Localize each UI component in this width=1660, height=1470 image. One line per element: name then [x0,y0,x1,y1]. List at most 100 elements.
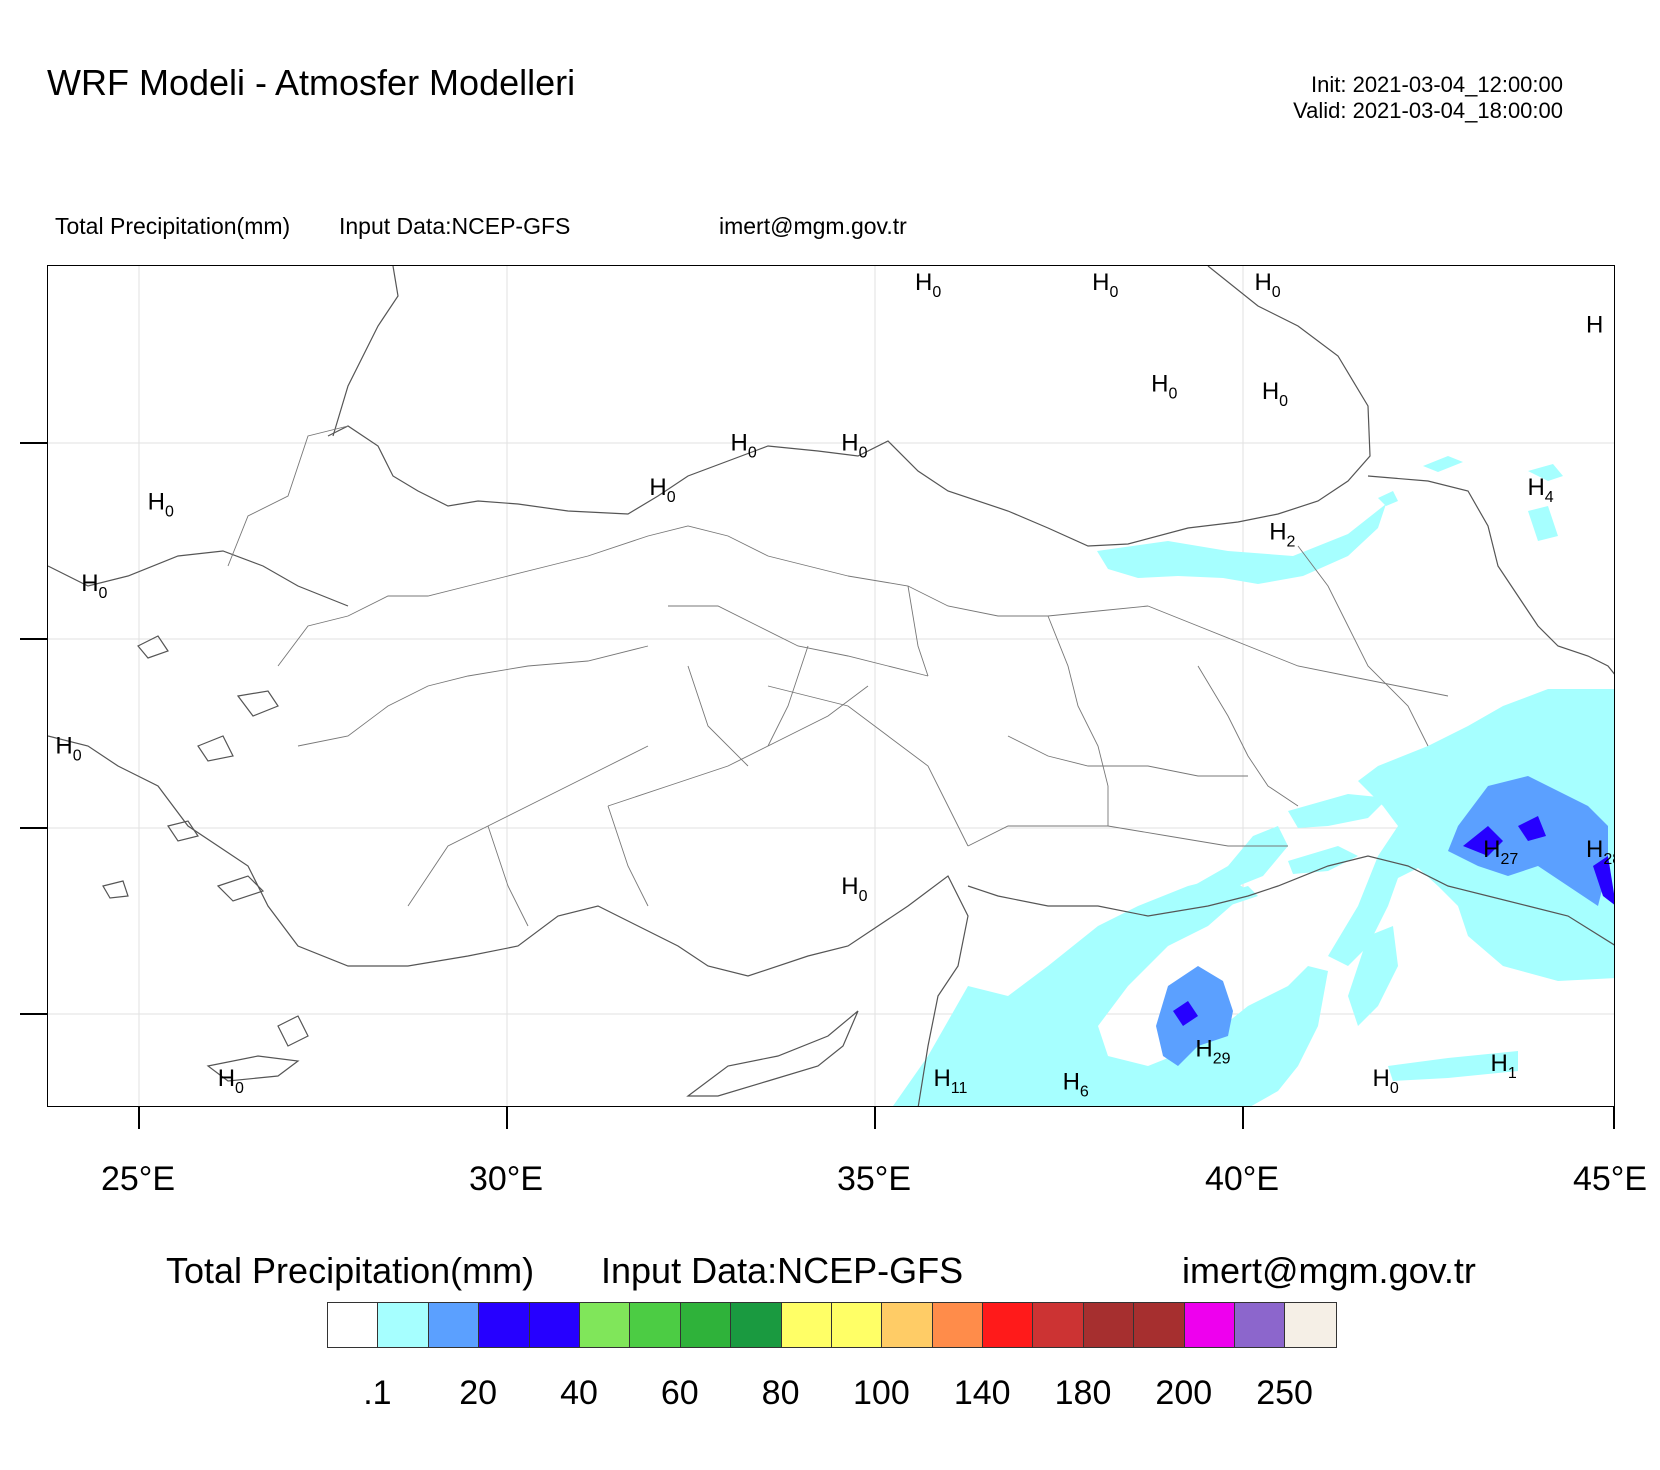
color-bar-cell [781,1303,832,1347]
color-bar-cell [328,1303,379,1347]
high-marker-value: 0 [859,445,868,462]
high-marker-value: 0 [667,489,676,506]
color-bar-cell [1033,1303,1084,1347]
precipitation-fields [893,456,1614,1106]
pressure-high-markers: H0H0H0HH0H0H0H0H0H4H0H2H0H0H27H28H0H29H1… [55,269,1615,1101]
lon-label-45: 45°E [1572,1160,1648,1198]
high-marker-value: 0 [99,585,108,602]
graticule [48,266,1614,1106]
high-marker-value: 0 [859,888,868,905]
high-marker: H0 [1262,378,1288,410]
color-bar-cell [529,1303,580,1347]
lat-tick [20,442,47,444]
high-marker-value: 0 [165,504,174,521]
lon-tick [1613,1107,1615,1129]
color-bar-label: 250 [1256,1374,1313,1412]
high-marker-letter: H [148,489,165,516]
coastlines [48,266,1614,1106]
color-bar-cell [983,1303,1034,1347]
high-marker-value: 0 [1109,284,1118,301]
lon-tick [1242,1107,1244,1129]
time-info: Init: 2021-03-04_12:00:00 Valid: 2021-03… [1293,72,1563,124]
lon-tick [874,1107,876,1129]
high-marker: H0 [841,430,867,462]
high-marker-letter: H [841,430,858,457]
high-marker-letter: H [81,570,98,597]
high-marker-value: 0 [1168,386,1177,403]
color-bar-cell [428,1303,480,1347]
high-marker: H29 [1195,1035,1230,1067]
color-bar-cell [831,1303,883,1347]
high-marker: H28 [1586,836,1615,868]
legend-field-label: Total Precipitation(mm) [166,1250,535,1291]
high-marker-value: 0 [1279,393,1288,410]
high-marker-value: 28 [1603,851,1615,868]
high-marker: H27 [1483,836,1518,868]
lat-tick [20,638,47,640]
high-marker-letter: H [841,873,858,900]
province-borders [227,425,1449,927]
high-marker-letter: H [1586,311,1603,338]
color-bar-label: .1 [363,1374,392,1412]
color-bar-cell [378,1303,429,1347]
high-marker: H0 [915,269,941,301]
high-marker: H6 [1063,1069,1089,1101]
lon-label-25: 25°E [100,1160,176,1198]
high-marker-letter: H [218,1065,235,1092]
high-marker: H0 [1151,371,1177,403]
high-marker: H [1586,311,1603,338]
lat-tick [20,1013,47,1015]
high-marker-value: 11 [951,1080,968,1097]
color-bar-cell [882,1303,933,1347]
high-marker-value: 2 [1287,533,1296,550]
high-marker-letter: H [915,269,932,296]
high-marker: H2 [1269,518,1295,550]
high-marker: H0 [841,873,867,905]
lon-tick [138,1107,140,1129]
color-bar-cell [1184,1303,1236,1347]
color-bar-label: 40 [560,1374,598,1412]
color-bar-label: 140 [953,1374,1011,1412]
color-bar-cell [630,1303,681,1347]
high-marker-letter: H [1483,836,1500,863]
color-bar-cell [479,1303,530,1347]
field-label: Total Precipitation(mm) [55,213,291,239]
high-marker-letter: H [1092,269,1109,296]
contact-label: imert@mgm.gov.tr [719,213,907,239]
lon-tick [506,1107,508,1129]
high-marker-letter: H [1269,518,1286,545]
legend-contact-label: imert@mgm.gov.tr [1182,1250,1476,1291]
high-marker: H0 [81,570,107,602]
high-marker-letter: H [1195,1035,1212,1062]
precipitation-map: H0H0H0HH0H0H0H0H0H4H0H2H0H0H27H28H0H29H1… [47,265,1615,1107]
input-label: Input Data:NCEP-GFS [339,213,571,239]
high-marker-value: 0 [1272,284,1281,301]
lon-label-35: 35°E [836,1160,912,1198]
color-bar-label: 60 [660,1374,699,1412]
high-marker-value: 0 [73,747,82,764]
color-bar-cell [1285,1303,1336,1347]
high-marker-value: 0 [748,445,757,462]
high-marker-value: 0 [932,284,941,301]
color-bar-cell [1134,1303,1185,1347]
high-marker: H0 [1092,269,1118,301]
color-bar-label: 20 [459,1374,498,1412]
high-marker: H0 [731,430,757,462]
high-marker: H4 [1527,474,1553,506]
high-marker: H11 [933,1065,967,1097]
high-marker-letter: H [1372,1065,1389,1092]
high-marker-value: 29 [1213,1050,1231,1067]
high-marker-value: 27 [1501,851,1519,868]
color-bar-label: 200 [1155,1374,1213,1412]
color-bar [327,1302,1337,1348]
high-marker: H0 [649,474,675,506]
high-marker: H0 [148,489,174,521]
color-bar-label: 180 [1054,1374,1112,1412]
high-marker-letter: H [1063,1069,1080,1096]
lat-tick [20,827,47,829]
high-marker-value: 6 [1080,1084,1089,1101]
high-marker-letter: H [731,430,748,457]
high-marker: H0 [218,1065,244,1097]
high-marker: H0 [1372,1065,1398,1097]
color-bar-cell [932,1303,984,1347]
